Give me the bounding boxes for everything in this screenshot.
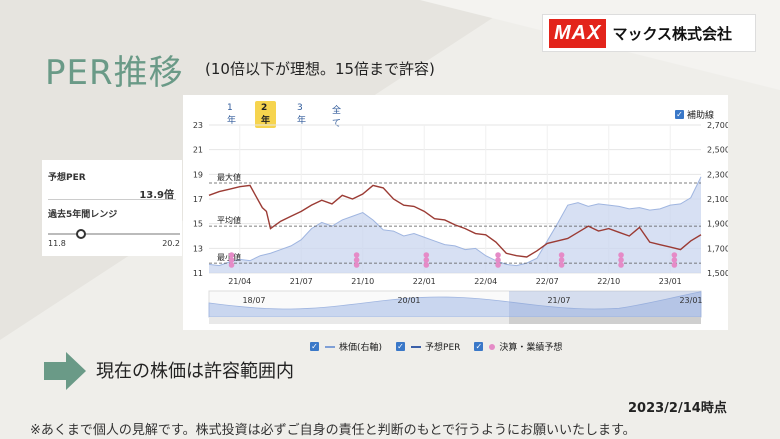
navigator-scrollbar — [209, 317, 701, 324]
x-tick-label: 21/04 — [228, 277, 251, 286]
legend-swatch — [325, 345, 335, 348]
logo-company-name: マックス株式会社 — [612, 24, 733, 43]
event-marker — [558, 257, 565, 263]
left-tick-label: 19 — [193, 170, 203, 179]
reference-line-label: 最大値 — [217, 172, 241, 182]
navigator-selection — [509, 291, 701, 317]
left-tick-label: 11 — [193, 269, 203, 278]
right-tick-label: 2,700 — [707, 121, 728, 130]
event-marker — [558, 252, 565, 258]
event-marker — [353, 257, 360, 263]
left-tick-label: 13 — [193, 244, 203, 253]
legend-swatch — [489, 343, 496, 350]
event-marker — [423, 262, 430, 268]
event-marker — [618, 262, 624, 268]
per-chart: 23 21 19 17 15 13 11 2,700 2,500 2,300 2,100 1,900 1… — [193, 121, 728, 324]
event-marker — [228, 262, 235, 268]
page-title: PER推移 — [45, 53, 184, 93]
event-marker — [423, 252, 430, 258]
reference-line-label: 平均値 — [217, 215, 241, 225]
x-tick-label: 21/10 — [351, 277, 374, 286]
event-marker — [423, 257, 430, 263]
as-of-date: 2023/2/14時点 — [628, 401, 727, 416]
navigator-label: 20/01 — [397, 296, 420, 305]
tab-all[interactable]: 全て — [332, 106, 342, 129]
event-marker — [353, 252, 360, 258]
right-tick-label: 1,700 — [707, 244, 728, 253]
per-label: 予想PER — [48, 173, 86, 183]
tab-2y[interactable]: 2年 — [255, 101, 276, 128]
divider — [48, 199, 176, 200]
event-marker — [495, 257, 501, 263]
x-tick-label: 21/07 — [290, 277, 313, 286]
per-line — [208, 184, 702, 258]
event-marker — [228, 252, 235, 258]
logo-brand: MAX — [549, 18, 607, 48]
event-marker — [558, 262, 565, 268]
legend-item-price[interactable]: ✓ 株価(右軸) — [310, 340, 382, 353]
legend-label: 予想PER — [425, 343, 461, 353]
chart-legend: ✓ 株価(右軸) ✓ 予想PER ✓ 決算・業績予想 — [310, 340, 562, 353]
aux-lines-checkbox[interactable]: ✓ 補助線 — [675, 108, 714, 121]
checkbox-check-icon: ✓ — [310, 342, 319, 351]
left-tick-label: 21 — [193, 146, 203, 155]
range-max: 20.2 — [162, 239, 180, 248]
checkbox-check-icon: ✓ — [474, 342, 484, 351]
tab-1y[interactable]: 1年 — [227, 103, 237, 126]
company-logo: MAX マックス株式会社 — [542, 14, 756, 52]
event-marker — [671, 262, 678, 268]
range-min: 11.8 — [48, 239, 66, 248]
status-text: 現在の株価は許容範囲内 — [96, 361, 294, 382]
page-subtitle: (10倍以下が理想。15倍まで許容) — [205, 60, 435, 78]
disclaimer: ※あくまで個人の見解です。株式投資は必ずご自身の責任と判断のもとで行うようにお願… — [30, 423, 636, 438]
event-marker — [495, 262, 501, 268]
tab-3y[interactable]: 3年 — [297, 103, 307, 126]
legend-swatch — [411, 345, 422, 348]
reference-line-label: 最小値 — [217, 252, 241, 262]
event-marker — [671, 257, 678, 263]
x-tick-label: 22/10 — [597, 277, 620, 286]
left-tick-label: 17 — [193, 195, 203, 204]
navigator-scroll-thumb — [509, 317, 701, 324]
aux-lines-label: 補助線 — [687, 111, 715, 121]
left-tick-label: 15 — [193, 220, 203, 229]
event-marker — [495, 252, 501, 258]
right-tick-label: 2,300 — [707, 170, 728, 179]
per-summary-panel: 予想PER 13.9倍 過去5年間レンジ 11.8 20.2 — [42, 160, 182, 256]
x-tick-label: 22/01 — [413, 277, 436, 286]
left-tick-label: 23 — [193, 121, 203, 130]
navigator-label: 23/01 — [679, 296, 702, 305]
navigator-label: 21/07 — [547, 296, 570, 305]
x-tick-label: 22/04 — [474, 277, 497, 286]
price-area — [209, 176, 701, 273]
event-marker — [671, 252, 678, 258]
navigator-label: 18/07 — [242, 296, 265, 305]
price-line — [208, 176, 702, 267]
x-tick-label: 22/07 — [536, 277, 559, 286]
event-marker — [353, 262, 360, 268]
right-tick-label: 2,100 — [707, 195, 728, 204]
legend-item-per[interactable]: ✓ 予想PER — [396, 340, 460, 353]
per-value: 13.9倍 — [139, 190, 174, 201]
right-tick-label: 2,500 — [707, 146, 728, 155]
event-marker — [618, 252, 624, 258]
checkbox-check-icon: ✓ — [396, 342, 406, 351]
event-marker — [618, 257, 624, 263]
event-marker — [228, 257, 235, 263]
right-tick-label: 1,900 — [707, 220, 728, 229]
legend-label: 株価(右軸) — [339, 343, 383, 353]
legend-label: 決算・業績予想 — [499, 343, 563, 353]
arrow-right-icon — [44, 352, 86, 390]
x-tick-label: 23/01 — [659, 277, 682, 286]
navigator-area — [208, 291, 702, 318]
range-current-marker — [76, 229, 86, 239]
checkbox-check-icon: ✓ — [675, 110, 684, 119]
chart-panel: 1年 2年 3年 全て ✓ 補助線 23 21 19 17 15 13 11 2,700 2,5… — [183, 95, 728, 330]
right-tick-label: 1,500 — [707, 269, 728, 278]
range-track — [48, 233, 180, 235]
range-label: 過去5年間レンジ — [48, 210, 118, 220]
legend-item-events[interactable]: ✓ 決算・業績予想 — [474, 340, 562, 353]
